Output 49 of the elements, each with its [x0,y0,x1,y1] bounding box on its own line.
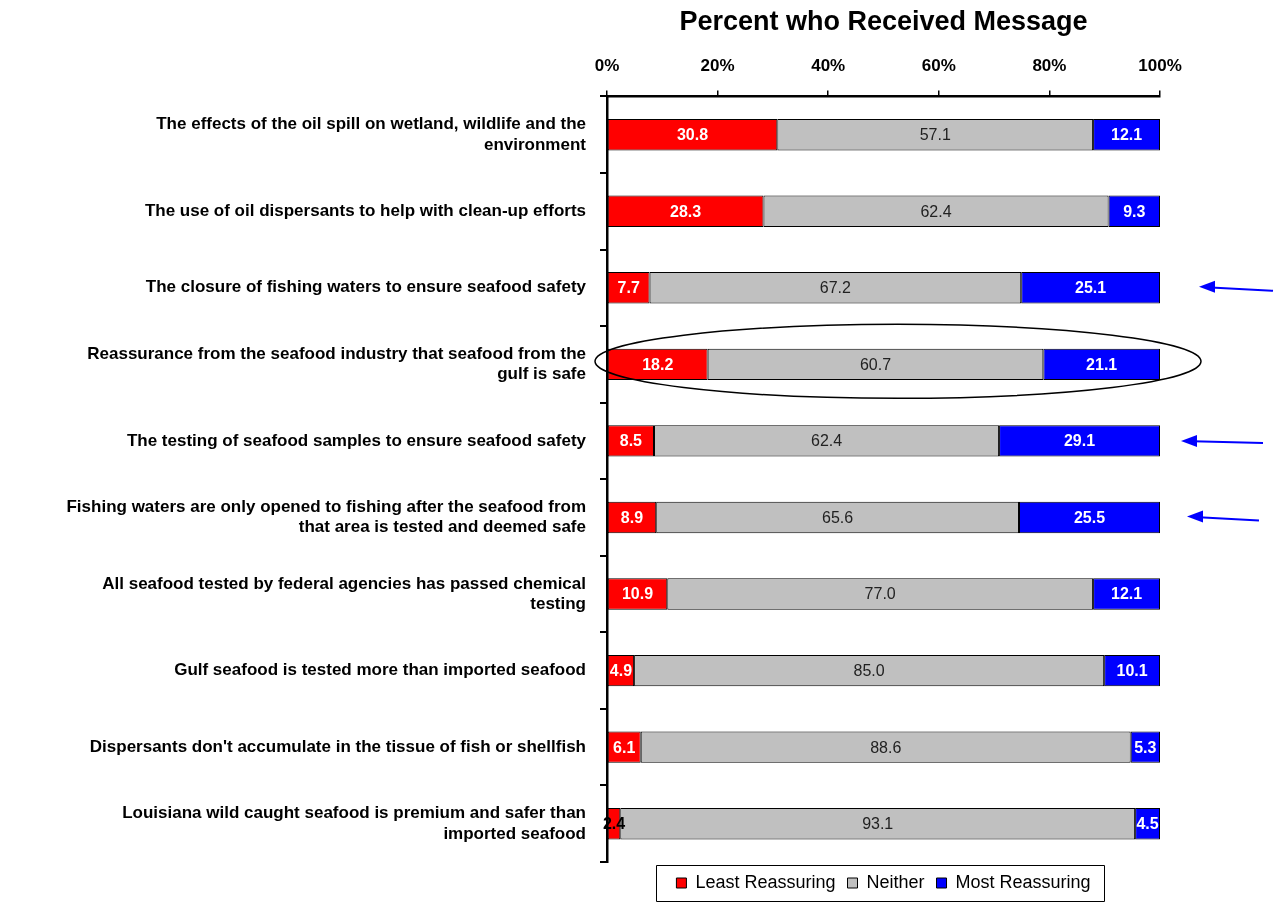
data-label: 67.2 [819,279,852,297]
y-tick-label: All seafood tested by federal agencies has passed chemical testing [102,573,586,613]
data-label: 18.2 [642,355,674,373]
data-label: 6.1 [613,738,636,756]
y-tick-label: The effects of the oil spill on wetland, wildlife and the environment [156,114,587,154]
data-label: 7.7 [617,279,640,297]
legend-label: Least Reassuring [695,871,836,892]
x-tick-label: 60% [921,55,956,75]
y-tick-label: Gulf seafood is tested more than imported seafood [174,660,586,680]
data-label: 30.8 [676,126,709,144]
data-label: 10.1 [1116,662,1148,680]
data-label: 4.5 [1136,815,1159,833]
data-label: 4.9 [609,662,633,680]
data-label: 8.9 [620,508,644,526]
data-label: 29.1 [1063,432,1096,450]
x-tick-label: 20% [700,55,735,75]
y-tick-label: Louisiana wild caught seafood is premium and safer than imported seafood [122,803,586,843]
y-tick-label: Reassurance from the seafood industry that seafood from the gulf is safe [87,343,586,384]
legend-label: Neither [866,871,925,892]
data-label: 12.1 [1110,585,1143,603]
data-label: 25.1 [1075,279,1107,297]
data-label: 8.5 [619,432,643,450]
data-label: 9.3 [1123,202,1146,220]
x-tick-label: 40% [811,55,846,75]
y-tick-label: The closure of fishing waters to ensure seafood safety [145,277,587,297]
x-tick-label: 80% [1032,55,1067,75]
data-label: 12.1 [1110,126,1143,144]
data-label: 25.5 [1073,508,1106,526]
data-label: 93.1 [862,815,894,833]
y-tick-label: Fishing waters are only opened to fishing after the seafood from that area is tested and deemed safe [66,496,586,537]
data-label: 88.6 [870,738,902,756]
data-label: 65.6 [822,508,854,526]
data-label: 60.7 [859,355,892,373]
data-label: 85.0 [853,662,885,680]
x-tick-label: 0% [594,55,620,75]
y-tick-label: Dispersants don't accumulate in the tissue of fish or shellfish [89,736,586,756]
data-label: 10.9 [621,585,654,603]
y-tick-label: The use of oil dispersants to help with clean-up efforts [144,200,586,220]
y-tick-label: The testing of seafood samples to ensure seafood safety [126,430,587,450]
chart-title: Percent who Received Message [679,5,1088,36]
data-label: 57.1 [919,126,951,144]
data-label: 5.3 [1134,738,1157,756]
data-label: 21.1 [1086,355,1118,373]
x-tick-label: 100% [1138,55,1182,75]
legend-label: Most Reassuring [955,871,1091,892]
data-label: 62.4 [810,432,843,450]
data-label: 62.4 [920,202,952,220]
data-label: 28.3 [670,202,702,220]
data-label: 77.0 [864,585,896,603]
